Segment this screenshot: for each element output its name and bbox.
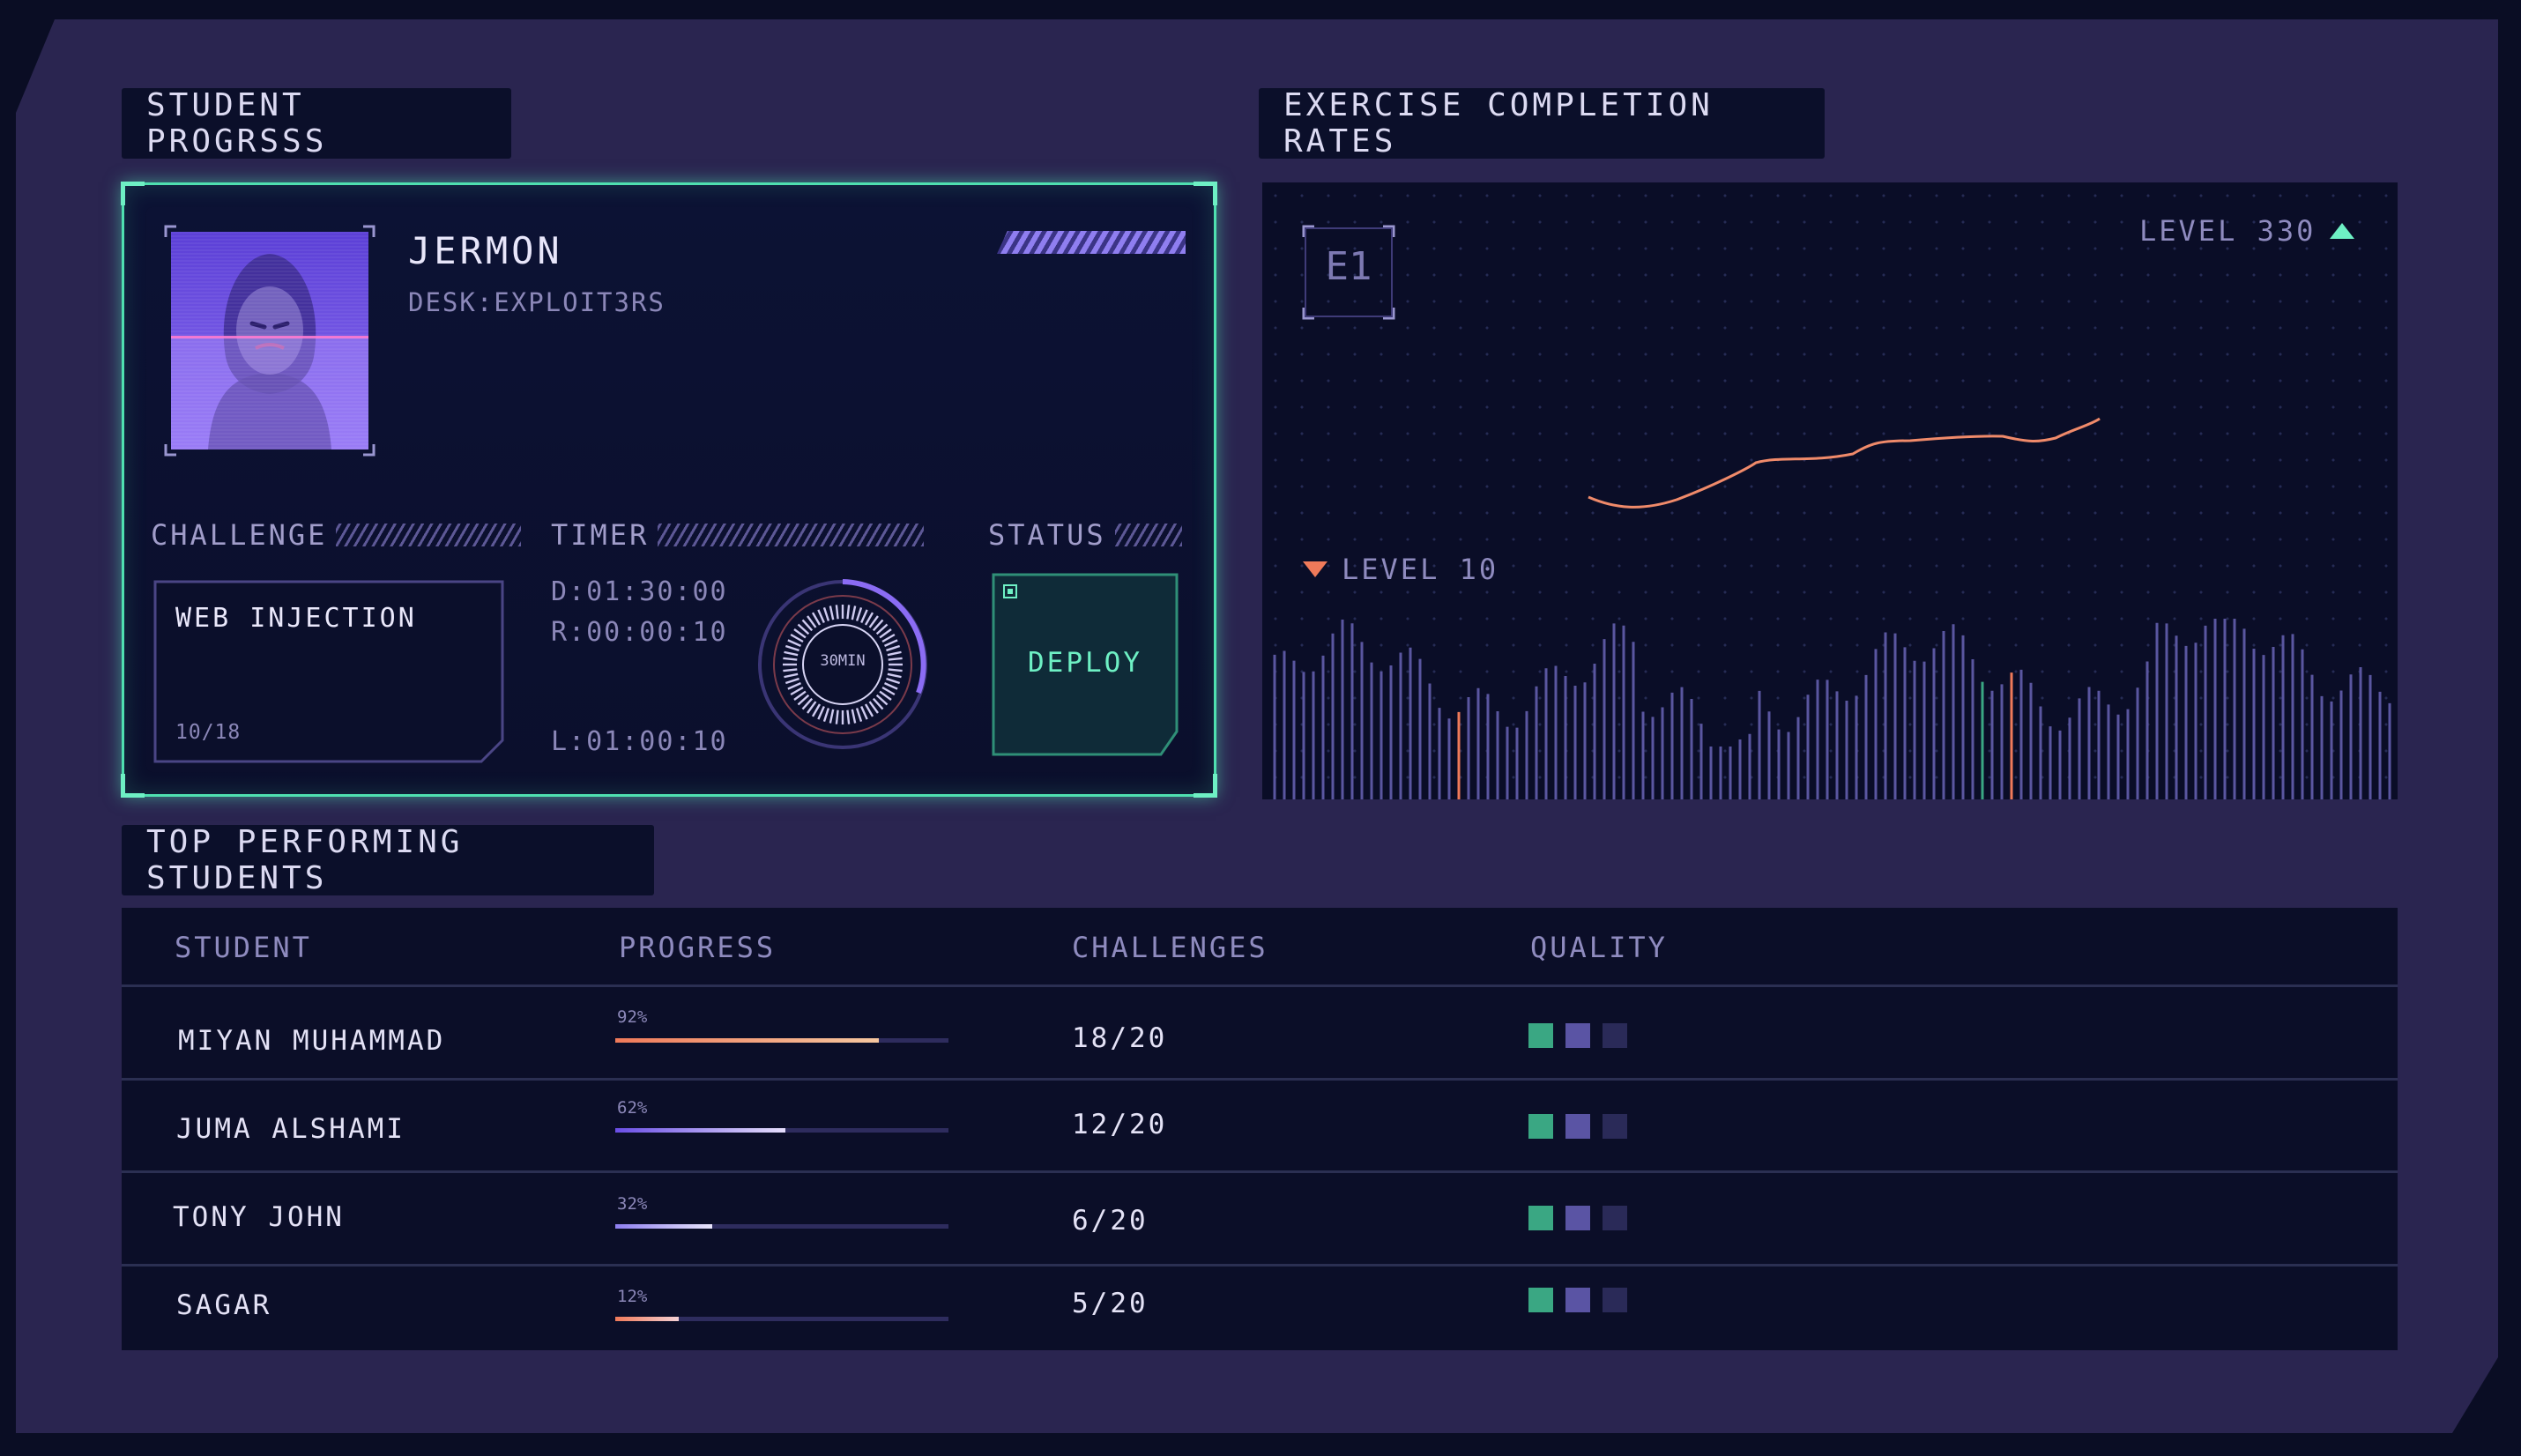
student-card: JERMON DESK:EXPLOIT3RS CHALLENGE TIMER S… [121,182,1217,798]
deploy-button-shape [992,573,1179,756]
timer-dial-graphic [758,579,927,749]
student-name-cell: SAGAR [176,1289,272,1321]
quality-square-dark [1603,1114,1627,1139]
student-name: JERMON [408,229,563,272]
challenge-count: 10/18 [175,721,242,744]
row-divider [122,1078,2398,1081]
level-high-text: LEVEL 330 [2139,214,2316,248]
avatar-image [164,225,376,457]
quality-square-purple [1565,1206,1590,1230]
quality-square-green [1528,1114,1553,1139]
card-corner [121,774,145,798]
quality-square-green [1528,1023,1553,1048]
progress-bar-fill [615,1317,679,1321]
quality-square-green [1528,1206,1553,1230]
progress-percent: 92% [617,1007,648,1027]
signal-strength-bar [997,231,1186,254]
progress-bar [615,1317,948,1321]
progress-bar-fill [615,1128,785,1133]
quality-square-purple [1565,1023,1590,1048]
progress-percent: 12% [617,1287,648,1306]
quality-square-dark [1603,1206,1627,1230]
hatch-divider [336,524,522,546]
activity-bars [1273,619,2391,799]
timer-r-value: R:00:00:10 [551,617,728,648]
e1-badge-frame [1302,225,1395,320]
timer-d-value: D:01:30:00 [551,576,728,607]
card-corner [1194,774,1217,798]
triangle-down-icon [1303,561,1327,577]
row-divider [122,1264,2398,1267]
timer-l-value: L:01:00:10 [551,726,728,757]
exercise-completion-title: EXERCISE COMPLETION RATES [1259,87,1825,160]
quality-square-green [1528,1288,1553,1312]
row-divider [122,1170,2398,1173]
progress-bar [615,1224,948,1229]
quality-square-dark [1603,1288,1627,1312]
progress-percent: 32% [617,1194,648,1214]
challenge-heading-text: CHALLENGE [151,518,328,552]
column-header-student: STUDENT [175,931,312,964]
card-corner [121,182,145,205]
hatch-divider [658,524,925,546]
status-heading-text: STATUS [988,518,1106,552]
trend-line [1588,417,2101,509]
student-name-cell: TONY JOHN [173,1201,345,1233]
e1-badge: E1 [1325,244,1372,289]
hatch-divider [1114,524,1182,546]
challenge-box [153,580,504,763]
card-corner [1194,182,1217,205]
level-low: LEVEL 10 [1303,553,1498,586]
timer-dial: 30MIN [755,576,931,753]
progress-bar [615,1128,948,1133]
challenges-cell: 18/20 [1072,1022,1168,1054]
top-students-title-text: TOP PERFORMING STUDENTS [146,824,464,896]
student-progress-title-text: STUDENT PROGRSSS [146,87,328,160]
timer-dial-label: 30MIN [820,652,866,670]
progress-bar [615,1038,948,1043]
challenges-cell: 5/20 [1072,1288,1149,1319]
column-header-quality: QUALITY [1530,931,1668,964]
exercise-chart: E1 LEVEL 330 LEVEL 10 [1262,182,2398,799]
student-desk: DESK:EXPLOIT3RS [408,287,666,317]
student-name-cell: JUMA ALSHAMI [176,1113,405,1145]
level-high: LEVEL 330 [2139,214,2355,248]
avatar [164,225,376,457]
student-progress-title: STUDENT PROGRSSS [122,87,511,160]
quality-square-purple [1565,1288,1590,1312]
column-header-progress: PROGRESS [619,931,777,964]
challenge-heading: CHALLENGE [151,518,522,552]
progress-bar-fill [615,1038,879,1043]
quality-square-purple [1565,1114,1590,1139]
quality-square-dark [1603,1023,1627,1048]
challenge-name: WEB INJECTION [175,603,417,634]
challenges-cell: 6/20 [1072,1205,1149,1237]
triangle-up-icon [2330,223,2355,239]
exercise-completion-title-text: EXERCISE COMPLETION RATES [1283,87,1714,160]
timer-heading: TIMER [551,518,925,552]
challenges-cell: 12/20 [1072,1109,1168,1140]
row-divider [122,984,2398,987]
level-low-text: LEVEL 10 [1342,553,1499,586]
top-students-title: TOP PERFORMING STUDENTS [122,824,654,896]
timer-heading-text: TIMER [551,518,650,552]
progress-percent: 62% [617,1098,648,1118]
top-students-table: STUDENT PROGRESS CHALLENGES QUALITY MIYA… [122,908,2398,1350]
progress-bar-fill [615,1224,712,1229]
column-header-challenges: CHALLENGES [1072,931,1268,964]
status-heading: STATUS [988,518,1182,552]
deploy-button[interactable]: DEPLOY [1028,647,1142,679]
student-name-cell: MIYAN MUHAMMAD [178,1025,446,1057]
